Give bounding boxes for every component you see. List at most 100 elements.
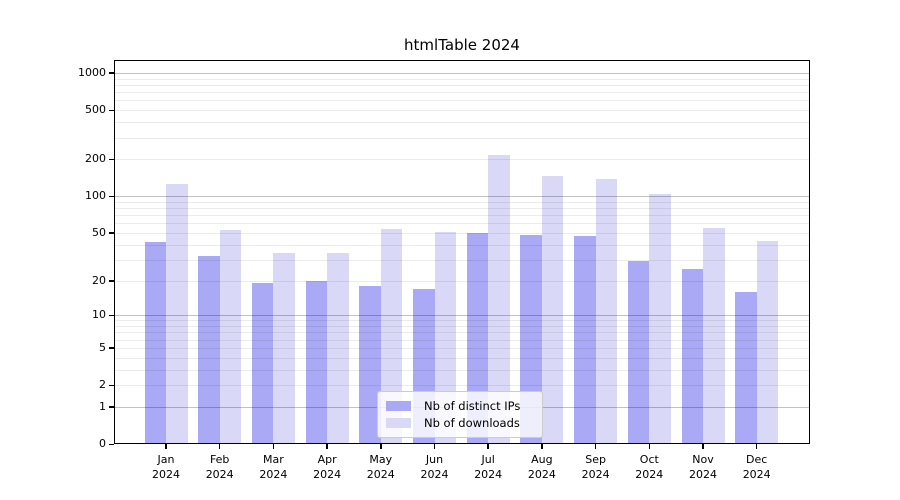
bar-downloads: [380, 228, 403, 444]
plot-area: [114, 60, 810, 444]
x-axis-tick-label: Dec 2024: [742, 453, 771, 481]
bar-downloads: [434, 231, 456, 444]
y-axis-tick-mark: [109, 314, 114, 317]
y-axis-tick-mark: [109, 232, 114, 234]
gridline-minor: [114, 110, 810, 112]
bar-downloads: [703, 227, 725, 444]
x-axis-tick-label: Sep 2024: [581, 453, 610, 481]
gridline-minor: [114, 347, 810, 349]
gridline-minor: [114, 385, 810, 386]
x-axis-tick-mark: [702, 444, 704, 449]
x-axis-tick-label: Oct 2024: [635, 453, 664, 481]
legend-swatch-distinct-ips: [386, 400, 411, 411]
bar-distinct-ips: [681, 269, 703, 444]
x-axis-tick-mark: [433, 444, 436, 449]
gridline-minor: [114, 369, 810, 371]
legend-swatch-downloads: [386, 418, 411, 429]
gridline-major: [114, 196, 810, 198]
legend-label-downloads: Nb of downloads: [424, 416, 520, 431]
bar-downloads: [649, 193, 671, 444]
x-axis-tick-mark: [218, 444, 221, 449]
x-axis-tick-mark: [380, 444, 382, 449]
x-axis-tick-label: Jul 2024: [474, 453, 503, 481]
gridline-minor: [114, 326, 810, 327]
x-axis-tick-label: Nov 2024: [689, 453, 717, 481]
gridline-minor: [114, 332, 810, 334]
y-axis-tick-mark: [109, 158, 114, 161]
y-axis-tick-label: 10: [92, 308, 106, 322]
bar-downloads: [541, 176, 564, 444]
x-axis-tick-mark: [487, 444, 489, 449]
y-axis-tick-mark: [109, 384, 114, 386]
y-axis-tick-mark: [109, 347, 114, 349]
y-axis-tick-label: 20: [92, 273, 106, 287]
bar-distinct-ips: [251, 283, 274, 444]
y-axis-tick-label: 500: [85, 103, 106, 117]
bar-downloads: [756, 240, 779, 444]
gridline-minor: [114, 215, 810, 217]
y-axis-tick-label: 0: [99, 437, 106, 450]
bar-distinct-ips: [359, 285, 381, 444]
y-axis-tick-mark: [109, 72, 114, 74]
x-axis-tick-mark: [272, 444, 275, 449]
bar-distinct-ips: [735, 291, 757, 444]
x-axis-tick-mark: [541, 444, 543, 449]
gridline-minor: [114, 78, 810, 80]
gridline-minor: [114, 232, 810, 234]
x-axis-tick-mark: [594, 444, 597, 449]
legend-item-downloads: Nb of downloads: [386, 416, 534, 430]
y-axis-tick-mark: [109, 443, 114, 445]
bar-downloads: [273, 253, 295, 444]
x-axis-tick-label: Aug 2024: [527, 453, 556, 481]
gridline-minor: [114, 100, 810, 102]
gridline-minor: [114, 223, 810, 225]
bar-distinct-ips: [144, 242, 166, 444]
bar-downloads: [488, 155, 510, 444]
y-axis-tick-mark: [109, 195, 114, 198]
bar-distinct-ips: [305, 280, 328, 444]
y-axis-tick-label: 50: [92, 225, 106, 239]
gridline-minor: [114, 201, 810, 203]
gridline-major: [114, 72, 810, 74]
gridline-minor: [114, 159, 810, 161]
legend-label-distinct-ips: Nb of distinct IPs: [424, 398, 521, 413]
chart-title: htmlTable 2024: [404, 36, 520, 54]
bar-distinct-ips: [574, 236, 596, 444]
bar-distinct-ips: [627, 261, 650, 444]
gridline-minor: [114, 208, 810, 210]
y-axis-tick-label: 5: [99, 340, 106, 354]
y-axis-tick-label: 200: [85, 152, 106, 166]
y-axis-tick-label: 2: [99, 378, 106, 391]
gridline-major: [114, 315, 810, 317]
x-axis-tick-label: Feb 2024: [205, 453, 234, 481]
x-axis-tick-mark: [165, 444, 167, 449]
x-axis-tick-mark: [648, 444, 651, 449]
bar-downloads: [327, 253, 349, 444]
x-axis-tick-label: Jun 2024: [420, 453, 449, 481]
y-axis-tick-label: 1: [99, 399, 106, 413]
x-axis-tick-label: Mar 2024: [259, 453, 288, 481]
y-axis-tick-label: 1000: [78, 65, 106, 79]
legend-item-distinct-ips: Nb of distinct IPs: [386, 399, 534, 413]
x-axis-tick-mark: [326, 444, 328, 449]
x-axis-tick-label: Apr 2024: [313, 453, 342, 481]
gridline-minor: [114, 259, 810, 261]
x-axis-tick-label: Jan 2024: [152, 453, 180, 481]
y-axis-tick-mark: [109, 280, 114, 282]
gridline-minor: [114, 357, 810, 359]
legend: Nb of distinct IPs Nb of downloads: [377, 391, 543, 438]
gridline-minor: [114, 92, 810, 94]
bar-downloads: [219, 229, 242, 444]
y-axis-tick-mark: [109, 406, 114, 408]
gridline-minor: [114, 320, 810, 322]
x-axis-tick-label: May 2024: [366, 453, 395, 481]
bar-downloads: [595, 178, 618, 444]
gridline-minor: [114, 280, 810, 282]
bar-distinct-ips: [198, 256, 220, 444]
y-axis-tick-label: 100: [85, 189, 106, 203]
x-axis-tick-mark: [755, 444, 758, 449]
gridline-minor: [114, 137, 810, 139]
gridline-minor: [114, 339, 810, 341]
gridline-minor: [114, 122, 810, 124]
